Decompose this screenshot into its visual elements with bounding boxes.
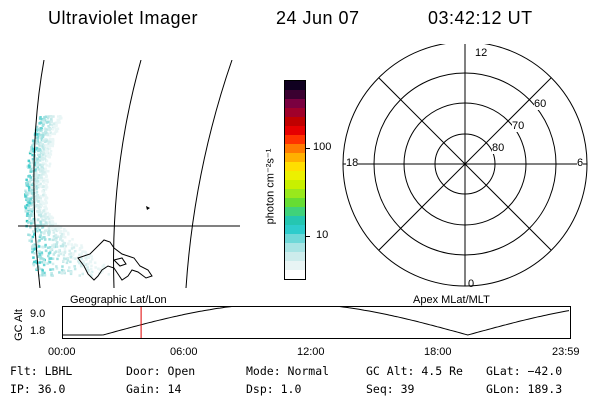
colorbar-segment [285, 153, 305, 162]
mlat-label-60: 60 [534, 98, 547, 110]
coastline [77, 239, 153, 281]
mlt-label-6: 6 [577, 157, 584, 169]
time-label: 03:42:12 UT [428, 8, 533, 28]
mlat-label-80: 80 [492, 142, 505, 154]
alt-axis-label: GC Alt [13, 309, 25, 341]
geographic-map [18, 60, 240, 288]
colorbar-segment [285, 126, 305, 135]
colorbar-segment [285, 225, 305, 234]
gc-alt-value: GC Alt: 4.5 Re [366, 364, 463, 378]
time-tick-0000: 00:00 [48, 346, 76, 358]
polar-projection-label: Apex MLat/MLT [413, 294, 490, 306]
colorbar-segment [285, 234, 305, 243]
colorbar-segment [285, 90, 305, 99]
colorbar [284, 80, 306, 280]
map-projection-label: Geographic Lat/Lon [70, 294, 167, 306]
time-tick-1200: 12:00 [297, 346, 325, 358]
time-tick-0600: 06:00 [170, 346, 198, 358]
time-tick-2359: 23:59 [552, 346, 580, 358]
mlt-label-0: 0 [468, 278, 475, 290]
colorbar-segment [285, 144, 305, 153]
colorbar-segment [285, 81, 305, 90]
instrument-title: Ultraviolet Imager [48, 8, 199, 28]
colorbar-segment [285, 252, 305, 261]
altitude-curve [63, 306, 570, 336]
filter-value: Flt: LBHL [10, 364, 73, 378]
colorbar-segment [285, 198, 305, 207]
aurora-emission [24, 115, 111, 277]
colorbar-segment [285, 207, 305, 216]
mode-value: Mode: Normal [246, 364, 330, 378]
map-grid-line [185, 60, 233, 288]
colorbar-tick-10: 10 [316, 229, 329, 241]
alt-tick-9: 9.0 [30, 308, 46, 320]
dsp-value: Dsp: 1.0 [246, 382, 302, 396]
colorbar-segment [285, 180, 305, 189]
colorbar-segment [285, 270, 305, 279]
colorbar-tick-100: 100 [313, 141, 332, 153]
alt-tick-1-8: 1.8 [30, 325, 46, 337]
coastline [113, 257, 127, 267]
colorbar-segment [285, 189, 305, 198]
polar-meridian [378, 77, 552, 251]
colorbar-segment [285, 261, 305, 270]
geo-lon-value: GLon: 189.3 [486, 382, 563, 396]
sequence-value: Seq: 39 [366, 382, 415, 396]
colorbar-unit-label: photon cm⁻²s⁻¹ [264, 148, 277, 225]
mlat-label-70: 70 [512, 120, 525, 132]
date-label: 24 Jun 07 [276, 8, 360, 28]
colorbar-tick-mark [306, 148, 310, 149]
altitude-plot [62, 306, 571, 339]
colorbar-segment [285, 117, 305, 126]
colorbar-segment [285, 243, 305, 252]
colorbar-segment [285, 108, 305, 117]
colorbar-tick-mark [306, 236, 310, 237]
colorbar-segment [285, 162, 305, 171]
colorbar-segment [285, 216, 305, 225]
mlt-label-12: 12 [475, 47, 488, 59]
colorbar-segment [285, 99, 305, 108]
colorbar-segment [285, 171, 305, 180]
map-grid-line [33, 60, 45, 288]
ip-value: IP: 36.0 [10, 382, 66, 396]
colorbar-segment [285, 135, 305, 144]
time-tick-1800: 18:00 [424, 346, 452, 358]
geo-lat-value: GLat: −42.0 [486, 364, 563, 378]
door-value: Door: Open [126, 364, 196, 378]
mlt-label-18: 18 [346, 157, 359, 169]
polar-plot [342, 44, 588, 287]
altitude-plot-frame [62, 306, 571, 339]
map-marker [146, 206, 150, 210]
gain-value: Gain: 14 [126, 382, 182, 396]
map-grid-line [113, 60, 142, 288]
